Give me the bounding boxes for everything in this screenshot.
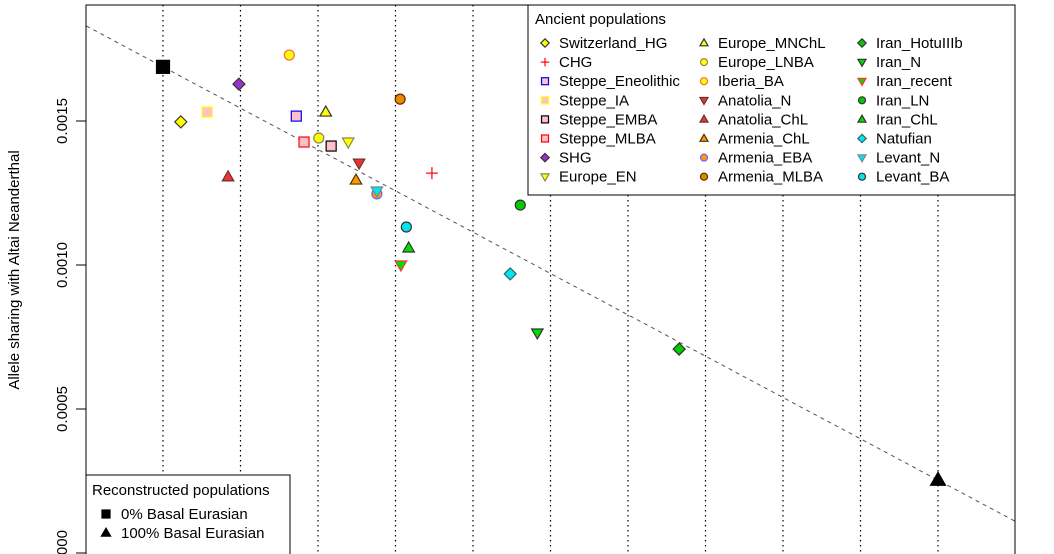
- point-iran-recent: [394, 260, 408, 273]
- legend-label: SHG: [559, 150, 592, 167]
- legend-label: Iran_HotuIIIb: [876, 35, 963, 52]
- legend-marker: [856, 77, 868, 87]
- legend-label: Armenia_EBA: [718, 150, 812, 167]
- legend-label: Steppe_IA: [559, 92, 629, 109]
- legend-marker: [856, 154, 868, 164]
- point-chg: [425, 167, 438, 180]
- legend-label: Iran_ChL: [876, 111, 938, 128]
- legend-box: [85, 474, 291, 554]
- legend-label: Europe_MNChL: [718, 35, 826, 52]
- point-europe-mnchl: [318, 104, 333, 117]
- y-tick-label: 0.0015: [54, 98, 71, 144]
- legend-marker: [699, 172, 709, 181]
- data-points: [155, 49, 947, 486]
- legend-label: Anatolia_ChL: [718, 111, 808, 128]
- legend-label: Steppe_Eneolithic: [559, 73, 680, 90]
- y-axis-title: Allele sharing with Altai Neanderthal: [6, 150, 23, 389]
- legend-marker: [539, 152, 551, 163]
- y-axis: 0.0000 0.0005 0.0010 0.0015: [54, 98, 86, 554]
- legend-label: CHG: [559, 54, 592, 71]
- y-tick-label: 0.0005: [54, 386, 71, 432]
- legend-marker: [101, 509, 111, 519]
- legend-marker: [699, 77, 709, 86]
- legend-marker: [699, 57, 709, 67]
- legend-label: Steppe_EMBA: [559, 111, 657, 128]
- y-tick-label: 0.0000: [54, 530, 71, 554]
- point-steppe-emba: [325, 140, 337, 152]
- legend-label: Switzerland_HG: [559, 35, 667, 52]
- legend-label: Iran_N: [876, 54, 921, 71]
- point-iran-n: [530, 328, 545, 341]
- legend-marker: [698, 37, 710, 47]
- legend-label: Levant_BA: [876, 169, 949, 186]
- point-steppe-mlba: [298, 136, 310, 148]
- legend-label: Iberia_BA: [718, 73, 784, 90]
- legend-label: Natufian: [876, 131, 932, 148]
- legend-title: Ancient populations: [535, 11, 666, 28]
- legend-label: Steppe_MLBA: [559, 131, 656, 148]
- point-0pct-basal-eurasian: [155, 59, 171, 74]
- legend-label: Levant_N: [876, 150, 940, 167]
- point-shg: [232, 77, 246, 91]
- point-anatolia-chl: [221, 169, 235, 182]
- legend-marker: [540, 134, 550, 143]
- point-anatolia-n: [352, 158, 366, 171]
- point-steppe-ia: [201, 106, 213, 118]
- legend-marker: [856, 113, 868, 123]
- legend-label: Iran_LN: [876, 92, 929, 109]
- legend-title: Reconstructed populations: [92, 482, 270, 499]
- legend-label: Europe_EN: [559, 169, 637, 186]
- point-levant-ba: [400, 221, 412, 233]
- legend-label: Armenia_ChL: [718, 131, 810, 148]
- legend-label: Armenia_MLBA: [718, 169, 823, 186]
- point-europe-lnba: [313, 132, 325, 144]
- point-steppe-eneolithic: [290, 110, 302, 122]
- point-armenia-chl: [349, 172, 363, 185]
- legend-marker: [698, 133, 710, 142]
- legend-marker: [100, 526, 112, 537]
- legend-marker: [699, 153, 709, 162]
- legend-ancient-populations: Ancient populations Switzerland_HG CHG Ste…: [527, 4, 1016, 196]
- legend-marker: [698, 113, 710, 123]
- legend-marker: [857, 96, 867, 105]
- point-iran-hotuiiib: [672, 342, 686, 356]
- legend-marker: [540, 57, 550, 67]
- y-tick-label: 0.0010: [54, 242, 71, 288]
- legend-reconstructed-populations: Reconstructed populations 0% Basal Euras…: [85, 474, 291, 554]
- point-levant-n: [370, 186, 384, 199]
- legend-box: [527, 4, 1016, 196]
- legend-marker: [540, 96, 550, 105]
- legend-marker: [857, 172, 867, 181]
- legend-marker: [856, 37, 868, 49]
- point-100pct-basal-eurasian: [929, 471, 947, 486]
- legend-label: 0% Basal Eurasian: [121, 506, 248, 523]
- point-armenia-mlba: [394, 93, 406, 105]
- legend-marker: [856, 133, 868, 144]
- legend-marker: [539, 37, 551, 49]
- legend-marker: [540, 77, 550, 86]
- legend-marker: [540, 115, 550, 124]
- point-iberia-ba: [283, 49, 295, 61]
- legend-marker: [856, 58, 868, 68]
- point-iran-chl: [401, 240, 416, 253]
- legend-label: Anatolia_N: [718, 92, 791, 109]
- point-natufian: [503, 267, 518, 281]
- legend-label: Europe_LNBA: [718, 54, 814, 71]
- point-switzerland-hg: [173, 115, 188, 129]
- point-europe-en: [341, 137, 356, 150]
- legend-marker: [698, 96, 710, 106]
- point-iran-ln: [514, 199, 526, 211]
- legend-label: Iran_recent: [876, 73, 953, 90]
- legend-label: 100% Basal Eurasian: [121, 525, 264, 542]
- legend-marker: [539, 173, 551, 183]
